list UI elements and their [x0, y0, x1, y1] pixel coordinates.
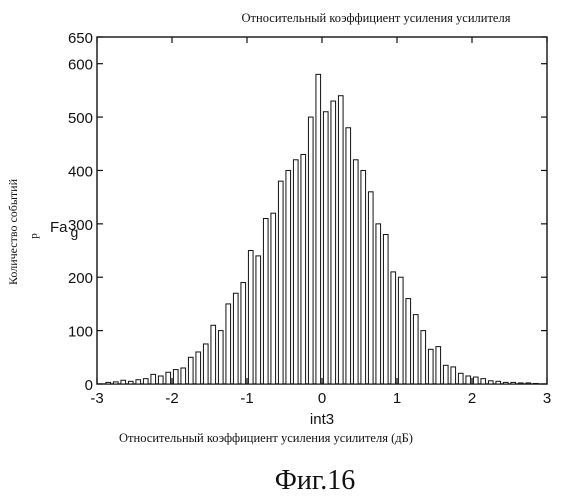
plot-frame	[97, 37, 547, 384]
histogram-bar	[398, 277, 403, 384]
histogram-bar	[451, 367, 456, 384]
histogram-bar	[316, 74, 321, 384]
histogram-bar	[211, 325, 216, 384]
y-tick-label: 100	[68, 324, 93, 341]
histogram-bar	[488, 381, 493, 384]
histogram-bar	[136, 380, 141, 384]
histogram-bar	[413, 315, 418, 384]
plot-area: -3-2-10123 0100200300400500600650	[68, 30, 551, 407]
histogram-bar	[353, 160, 358, 384]
histogram-bar	[511, 382, 516, 384]
histogram-bar	[128, 381, 133, 384]
histogram-bar	[203, 344, 208, 384]
y-tick-label: 600	[68, 57, 93, 74]
histogram-bar	[106, 382, 111, 384]
histogram-bar	[458, 373, 463, 384]
histogram-bar	[121, 380, 126, 384]
histogram-bar	[428, 349, 433, 384]
histogram-bar	[308, 117, 313, 384]
histogram-bar	[166, 372, 171, 384]
histogram-bar	[443, 365, 448, 384]
histogram-bar	[473, 377, 478, 384]
histogram-bar	[151, 374, 156, 384]
y-axis-symbol-small: р	[28, 233, 40, 239]
y-tick-label: 200	[68, 270, 93, 287]
histogram-bar	[533, 383, 538, 384]
histogram-bar	[518, 383, 523, 384]
histogram-bar	[143, 379, 148, 384]
histogram-bar	[496, 381, 501, 384]
x-tick-label: 2	[468, 390, 476, 407]
x-tick-label: 3	[543, 390, 551, 407]
histogram-bar	[368, 192, 373, 384]
x-tick-label: 1	[393, 390, 401, 407]
histogram-bar	[278, 181, 283, 384]
histogram-bar	[241, 283, 246, 384]
histogram-bar	[331, 101, 336, 384]
histogram-bar	[256, 256, 261, 384]
histogram-bar	[113, 382, 118, 384]
x-tick-label: -2	[165, 390, 178, 407]
chart-title: Относительный коэффициент усиления усили…	[242, 11, 511, 25]
x-axis-caption: Относительный коэффициент усиления усили…	[119, 431, 413, 445]
histogram-bar	[466, 376, 471, 384]
y-axis-ticks: 0100200300400500600650	[68, 30, 547, 394]
x-tick-label: -1	[240, 390, 253, 407]
histogram-bar	[263, 219, 268, 384]
histogram-bar	[271, 213, 276, 384]
histogram-bar	[293, 160, 298, 384]
histogram-bar	[346, 128, 351, 384]
histogram-bar	[158, 376, 163, 384]
x-tick-label: 0	[318, 390, 326, 407]
histogram-bars	[106, 74, 538, 384]
histogram-bar	[391, 272, 396, 384]
histogram-bar	[301, 154, 306, 384]
histogram-bar	[248, 251, 253, 384]
figure-caption: Фиг.16	[275, 465, 355, 496]
y-tick-label: 400	[68, 163, 93, 180]
histogram-bar	[226, 304, 231, 384]
histogram-bar	[188, 357, 193, 384]
histogram-bar	[196, 352, 201, 384]
y-tick-label: 500	[68, 110, 93, 127]
x-axis-label: int3	[310, 411, 334, 428]
histogram-bar	[376, 224, 381, 384]
histogram-bar	[286, 170, 291, 384]
histogram-bar	[173, 370, 178, 384]
histogram-bar	[436, 347, 441, 384]
histogram-bar	[383, 235, 388, 384]
histogram-bar	[503, 382, 508, 384]
y-axis-symbol-main: Fa	[50, 219, 68, 236]
histogram-bar	[421, 331, 426, 384]
histogram-bar	[526, 383, 531, 384]
histogram-bar	[233, 293, 238, 384]
histogram-bar	[323, 112, 328, 384]
y-tick-label: 0	[85, 377, 93, 394]
histogram-bar	[481, 379, 486, 384]
histogram-bar	[406, 299, 411, 384]
y-axis-symbol-sub: g	[71, 224, 79, 240]
histogram-bar	[181, 368, 186, 384]
histogram-bar	[361, 170, 366, 384]
histogram-bar	[218, 331, 223, 384]
y-tick-label: 650	[68, 30, 93, 47]
y-axis-label: Количество событий	[6, 178, 20, 285]
histogram-bar	[338, 96, 343, 384]
